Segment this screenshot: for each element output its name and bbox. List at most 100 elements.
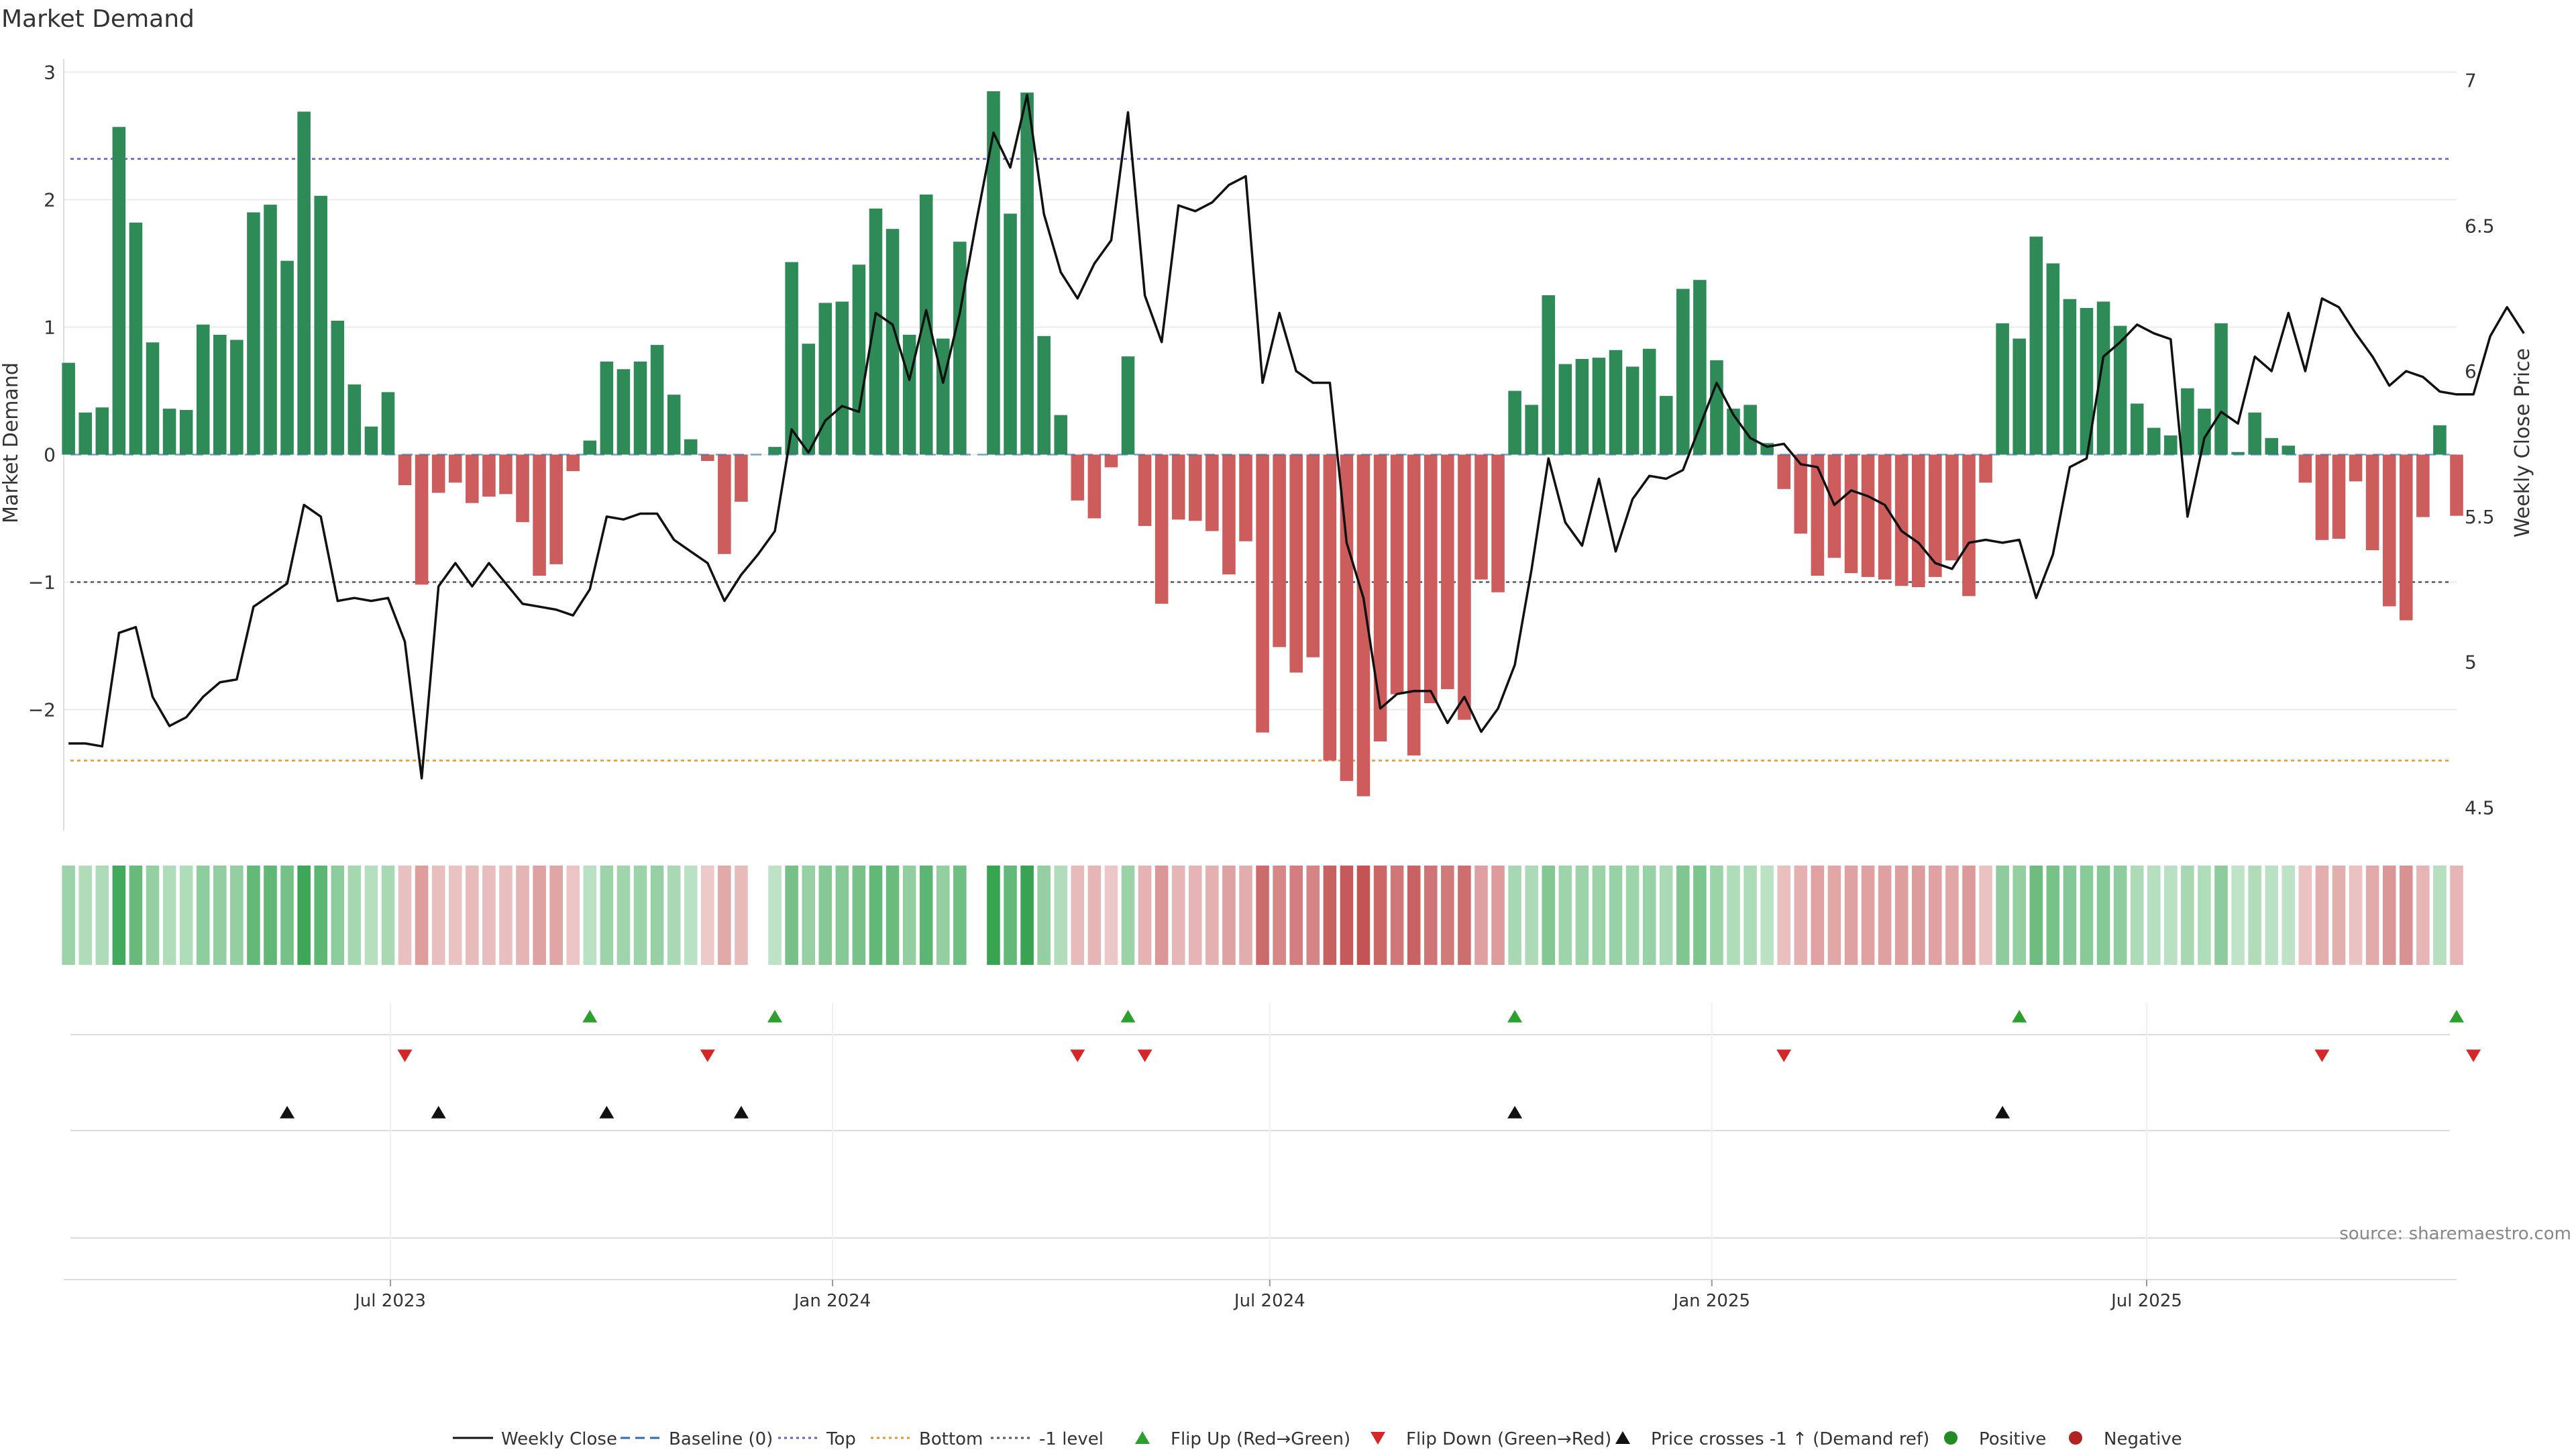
demand-bar: [1323, 454, 1337, 761]
heat-strip-cell: [1306, 866, 1320, 965]
heat-strip-cell: [280, 866, 294, 965]
demand-bar: [1356, 454, 1371, 796]
demand-bar: [62, 362, 75, 455]
heat-strip-cell: [2315, 866, 2329, 965]
heat-strip-cell: [1256, 866, 1269, 965]
heat-strip-cell: [2349, 866, 2363, 965]
demand-bar: [2416, 454, 2430, 517]
demand-bar: [667, 395, 681, 455]
price-cross-marker: [1507, 1106, 1523, 1119]
heat-strip-cell: [1929, 866, 1942, 965]
demand-bar: [347, 384, 362, 455]
demand-bar: [2029, 236, 2043, 455]
demand-bar: [1138, 454, 1152, 526]
x-tick-label: Jul 2024: [1233, 1291, 1305, 1311]
heat-strip-cell: [1710, 866, 1723, 965]
demand-bar: [264, 205, 277, 455]
legend-swatch: [1615, 1431, 1630, 1444]
demand-bar: [1878, 454, 1892, 580]
demand-bar: [953, 242, 967, 455]
heat-strip-cell: [1693, 866, 1707, 965]
demand-bar: [466, 454, 479, 503]
demand-bar: [1474, 454, 1488, 580]
demand-bar: [1189, 454, 1202, 521]
flip-down-marker: [397, 1049, 413, 1062]
heat-strip-cell: [1071, 866, 1085, 965]
heat-strip-cell: [247, 866, 260, 965]
demand-bar: [1104, 454, 1118, 468]
demand-bar: [1407, 454, 1421, 756]
heat-strip-cell: [1609, 866, 1623, 965]
heat-strip-cell: [1239, 866, 1252, 965]
demand-bar: [196, 324, 210, 455]
demand-bar: [364, 426, 378, 455]
demand-bar: [1979, 454, 1992, 483]
demand-bar: [1458, 454, 1471, 720]
demand-bar: [2130, 403, 2144, 455]
heat-strip-cell: [1676, 866, 1690, 965]
demand-bar: [768, 447, 782, 455]
demand-bar: [785, 262, 798, 455]
heat-strip-cell: [297, 866, 311, 965]
demand-bar: [885, 229, 900, 455]
heat-strip-cell: [1962, 866, 1976, 965]
demand-bar: [1121, 356, 1135, 455]
demand-bar: [1289, 454, 1303, 673]
heat-strip-cell: [2282, 866, 2296, 965]
heat-strip-cell: [1760, 866, 1774, 965]
demand-bar: [549, 454, 563, 564]
flip-up-marker: [582, 1010, 598, 1023]
demand-bar: [2063, 299, 2077, 455]
heat-strip-cell: [1861, 866, 1875, 965]
signal-markers: [64, 1010, 2481, 1280]
demand-bar: [1861, 454, 1875, 577]
demand-bar: [179, 410, 193, 455]
heat-strip-cell: [1508, 866, 1521, 965]
legend-swatch: [1944, 1431, 1957, 1445]
demand-bar: [297, 111, 311, 455]
heat-strip-cell: [1273, 866, 1286, 965]
demand-bar: [987, 91, 1000, 455]
demand-bar: [1373, 454, 1387, 741]
x-tick-label: Jul 2023: [354, 1291, 426, 1311]
demand-bar: [1962, 454, 1976, 597]
demand-bar: [1929, 454, 1942, 577]
legend-label: Flip Up (Red→Green): [1171, 1429, 1350, 1449]
flip-up-marker: [2012, 1010, 2027, 1023]
heat-strip-cell: [852, 866, 866, 965]
demand-bar: [2433, 425, 2447, 455]
heat-strip-cell: [583, 866, 597, 965]
price-cross-marker: [280, 1106, 295, 1119]
demand-bar: [314, 195, 327, 455]
flip-up-marker: [767, 1010, 783, 1023]
heat-strip-cell: [650, 866, 664, 965]
demand-bar: [1542, 295, 1556, 455]
demand-bar: [633, 361, 647, 455]
flip-up-marker: [1507, 1010, 1523, 1023]
legend-label: -1 level: [1039, 1429, 1104, 1449]
heat-strip-cell: [1542, 866, 1556, 965]
y-right-tick-label: 6: [2465, 360, 2477, 382]
demand-bar: [1441, 454, 1454, 690]
demand-bar: [2298, 454, 2312, 483]
demand-bar: [1155, 454, 1169, 604]
heat-strip-cell: [533, 866, 546, 965]
legend-label: Top: [826, 1429, 856, 1449]
flip-down-marker: [1070, 1049, 1085, 1062]
heat-strip-cell: [1155, 866, 1169, 965]
heat-strip-cell: [2400, 866, 2413, 965]
heat-strip-cell: [1474, 866, 1488, 965]
flip-down-marker: [2314, 1049, 2330, 1062]
price-cross-marker: [1995, 1106, 2010, 1119]
heat-strip-cell: [2450, 866, 2463, 965]
weekly-close-line: [68, 93, 2525, 780]
demand-bar: [213, 334, 227, 455]
demand-bar: [2147, 427, 2161, 455]
heat-strip-cell: [633, 866, 647, 965]
demand-bar: [902, 334, 916, 455]
demand-heat-strip: [62, 866, 2463, 965]
heat-strip-cell: [818, 866, 833, 965]
demand-bar: [802, 344, 815, 455]
heat-strip-cell: [146, 866, 160, 965]
heat-strip-cell: [1037, 866, 1051, 965]
